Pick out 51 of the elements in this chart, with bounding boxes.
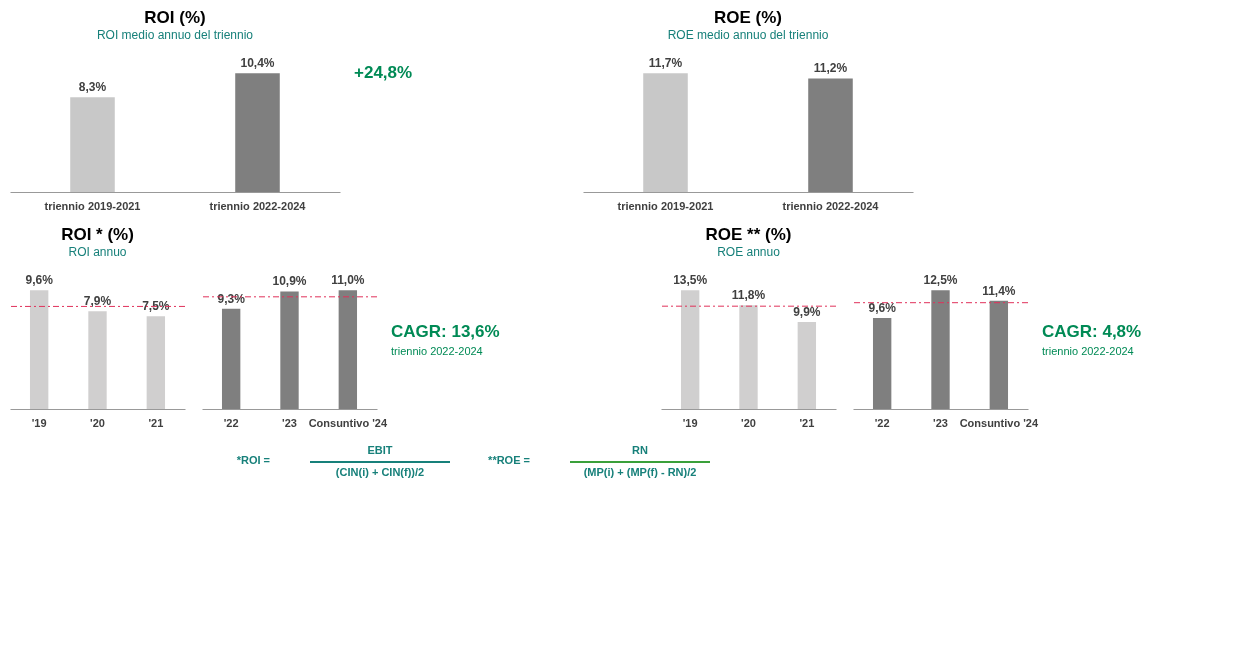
data-label: 11,2% [813,61,848,76]
data-label: 11,8% [731,288,766,303]
x-tick-label: '23 [933,416,948,429]
text: CAGR: 4,8% [1042,322,1142,341]
chart-title: ROI * (%) [61,225,134,244]
data-label: 11,7% [648,56,683,71]
x-tick-label: '22 [223,416,239,429]
data-label: 13,5% [673,273,708,288]
data-label: 10,4% [240,56,275,71]
x-tick-label: '21 [148,416,164,429]
x-tick-label: triennio 2022-2024 [782,199,880,212]
data-label: 7,9% [83,294,112,309]
data-label: 9,9% [793,304,821,319]
text: *ROI = [236,454,270,466]
text: **ROE = [488,454,530,466]
x-tick-label: triennio 2019-2021 [44,199,141,212]
chart-subtitle: ROE medio annuo del triennio [667,28,829,42]
chart-subtitle: ROI annuo [68,245,127,259]
text: (MP(i) + (MP(f) - RN)/2 [583,466,697,478]
chart-title: ROE (%) [714,8,782,27]
text: +24,8% [354,63,413,82]
data-label: 11,4% [982,283,1016,298]
text: EBIT [367,444,393,456]
data-label: 10,9% [272,274,307,289]
text: triennio 2022-2024 [391,345,483,357]
x-tick-label: '20 [741,416,756,429]
chart-subtitle: ROI medio annuo del triennio [96,28,254,42]
data-label: 9,3% [217,291,246,306]
x-tick-label: '20 [90,416,105,429]
data-label: 8,3% [78,80,107,95]
x-tick-label: '19 [682,416,698,429]
text: CAGR: 13,6% [391,322,500,341]
x-tick-label: triennio 2022-2024 [209,199,307,212]
x-tick-label: triennio 2019-2021 [617,199,714,212]
data-label: 9,6% [25,273,54,288]
data-label: 7,5% [142,299,170,314]
x-tick-label: '22 [874,416,890,429]
data-label: 9,6% [868,300,897,315]
x-tick-label: '23 [282,416,297,429]
text: (CIN(i) + CIN(f))/2 [335,466,425,478]
x-tick-label: '21 [799,416,815,429]
x-tick-label: '19 [31,416,47,429]
x-tick-label: Consuntivo '24 [959,416,1039,429]
text: RN [632,444,648,456]
chart-subtitle: ROE annuo [717,245,781,259]
text: triennio 2022-2024 [1042,345,1134,357]
x-tick-label: Consuntivo '24 [308,416,388,429]
data-label: 11,0% [331,273,365,288]
chart-title: ROI (%) [144,8,206,27]
chart-title: ROE ** (%) [705,225,792,244]
data-label: 12,5% [923,273,958,288]
